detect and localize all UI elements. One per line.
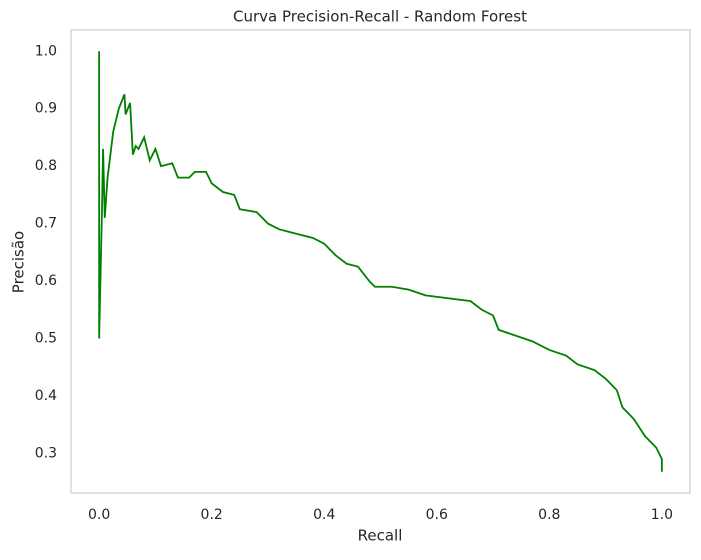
x-tick-label: 0.4 xyxy=(313,507,335,523)
y-tick-label: 0.9 xyxy=(35,101,57,117)
y-axis-label: Precisão xyxy=(10,231,28,293)
y-tick-label: 1.0 xyxy=(35,43,57,59)
chart-title: Curva Precision-Recall - Random Forest xyxy=(233,8,527,26)
y-tick-label: 0.8 xyxy=(35,158,57,174)
x-tick-label: 0.6 xyxy=(426,507,448,523)
x-tick-label: 1.0 xyxy=(651,507,673,523)
line xyxy=(98,51,663,472)
y-tick-label: 0.7 xyxy=(35,216,57,232)
x-tick-label: 0.2 xyxy=(201,507,223,523)
y-tick-label: 0.3 xyxy=(35,445,57,461)
y-tick-label: 0.5 xyxy=(35,330,57,346)
y-tick-label: 0.4 xyxy=(35,388,57,404)
x-tick-label: 0.0 xyxy=(88,507,110,523)
y-tick-label: 0.6 xyxy=(35,273,57,289)
x-axis-label: Recall xyxy=(358,527,403,545)
x-tick-label: 0.8 xyxy=(538,507,560,523)
plot-frame xyxy=(70,29,691,494)
